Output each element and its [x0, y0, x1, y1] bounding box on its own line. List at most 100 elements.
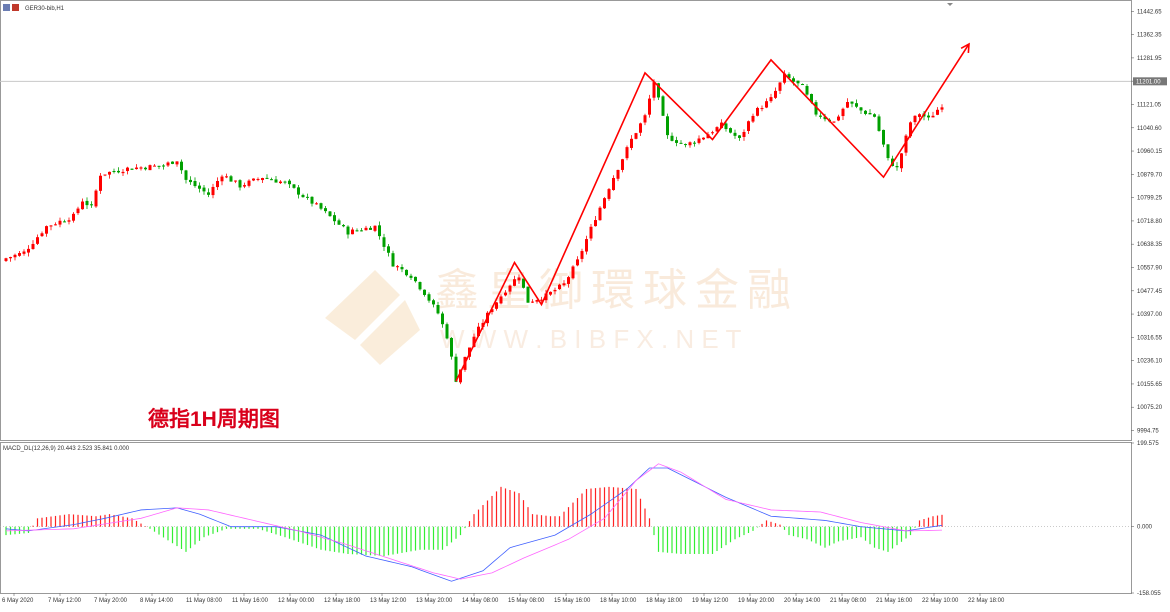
candle[interactable] [157, 165, 161, 170]
candle[interactable] [526, 286, 530, 303]
candle[interactable] [450, 337, 453, 360]
candle[interactable] [882, 129, 885, 148]
candle[interactable] [499, 294, 503, 305]
candle[interactable] [346, 225, 350, 239]
candle[interactable] [729, 127, 732, 134]
candle[interactable] [369, 226, 372, 230]
candle[interactable] [418, 281, 422, 291]
candle[interactable] [841, 107, 845, 121]
candle[interactable] [225, 173, 228, 179]
candle[interactable] [198, 182, 201, 193]
candle[interactable] [288, 179, 291, 189]
candle[interactable] [252, 178, 255, 182]
candle[interactable] [153, 164, 156, 167]
candle[interactable] [301, 193, 305, 198]
candle[interactable] [81, 198, 84, 210]
candle[interactable] [432, 298, 435, 308]
candle[interactable] [391, 250, 395, 267]
candle[interactable] [778, 82, 782, 94]
candle[interactable] [756, 106, 759, 117]
candle[interactable] [814, 99, 818, 117]
candle[interactable] [855, 99, 858, 109]
candle[interactable] [364, 225, 368, 231]
candle[interactable] [531, 299, 534, 304]
candle[interactable] [612, 175, 615, 191]
candle[interactable] [688, 141, 692, 148]
candle[interactable] [193, 177, 197, 188]
candle[interactable] [904, 134, 908, 156]
candle[interactable] [567, 275, 570, 288]
candle[interactable] [85, 197, 89, 210]
candle[interactable] [139, 166, 143, 171]
candle[interactable] [864, 109, 867, 116]
candle[interactable] [36, 234, 39, 245]
candles[interactable] [4, 70, 944, 385]
candle[interactable] [495, 302, 498, 311]
candle[interactable] [769, 93, 773, 103]
chart-icon[interactable] [3, 4, 10, 11]
candle[interactable] [648, 94, 651, 118]
candle[interactable] [751, 113, 755, 123]
candle[interactable] [360, 228, 363, 232]
candle[interactable] [229, 174, 233, 182]
candle[interactable] [99, 172, 102, 194]
candle[interactable] [549, 291, 552, 296]
candle[interactable] [328, 211, 332, 217]
candle[interactable] [31, 240, 35, 250]
candle[interactable] [684, 143, 687, 148]
candle[interactable] [940, 104, 944, 113]
candle[interactable] [234, 180, 237, 184]
candle[interactable] [333, 212, 336, 225]
candle[interactable] [819, 112, 822, 119]
candle[interactable] [580, 248, 584, 263]
candle[interactable] [760, 105, 764, 112]
candle[interactable] [616, 169, 620, 182]
candle[interactable] [936, 107, 939, 116]
candle[interactable] [18, 251, 21, 257]
candle[interactable] [603, 197, 606, 209]
candle[interactable] [342, 224, 345, 228]
candle[interactable] [175, 161, 179, 167]
candle[interactable] [220, 174, 224, 186]
candle[interactable] [747, 120, 750, 135]
candle[interactable] [517, 274, 521, 284]
candle[interactable] [607, 187, 611, 201]
candle[interactable] [675, 136, 678, 147]
candle[interactable] [621, 158, 624, 173]
candle[interactable] [868, 109, 872, 115]
candle[interactable] [445, 322, 449, 340]
candle[interactable] [63, 219, 66, 223]
candle[interactable] [666, 113, 669, 139]
candle[interactable] [427, 292, 431, 303]
candle[interactable] [184, 169, 188, 184]
candle[interactable] [45, 225, 48, 237]
candle[interactable] [337, 218, 341, 226]
candle[interactable] [895, 162, 899, 171]
candle[interactable] [117, 167, 120, 174]
candle[interactable] [630, 135, 633, 151]
time-axis[interactable]: 6 May 2020 7 May 12:00 7 May 20:00 8 May 14… [2, 593, 1005, 604]
candle[interactable] [126, 166, 129, 175]
candle[interactable] [247, 179, 251, 188]
candle[interactable] [54, 222, 57, 226]
candle[interactable] [927, 112, 930, 121]
candle[interactable] [166, 161, 170, 167]
candle[interactable] [355, 228, 359, 232]
candle[interactable] [135, 164, 138, 170]
candle[interactable] [535, 299, 539, 304]
candle[interactable] [625, 145, 629, 161]
indicator-icon[interactable] [12, 4, 19, 11]
candle[interactable] [913, 115, 917, 126]
candle[interactable] [373, 225, 377, 233]
candle[interactable] [639, 122, 642, 136]
candle[interactable] [837, 114, 840, 122]
candle[interactable] [13, 253, 17, 261]
candle[interactable] [40, 231, 44, 238]
candle[interactable] [121, 169, 125, 176]
candle[interactable] [238, 179, 242, 191]
price-axis[interactable]: 11442.6511362.3511281.9511201.5011121.05… [1131, 9, 1163, 435]
candle[interactable] [261, 177, 264, 184]
candle[interactable] [796, 80, 800, 87]
candle[interactable] [715, 126, 719, 132]
